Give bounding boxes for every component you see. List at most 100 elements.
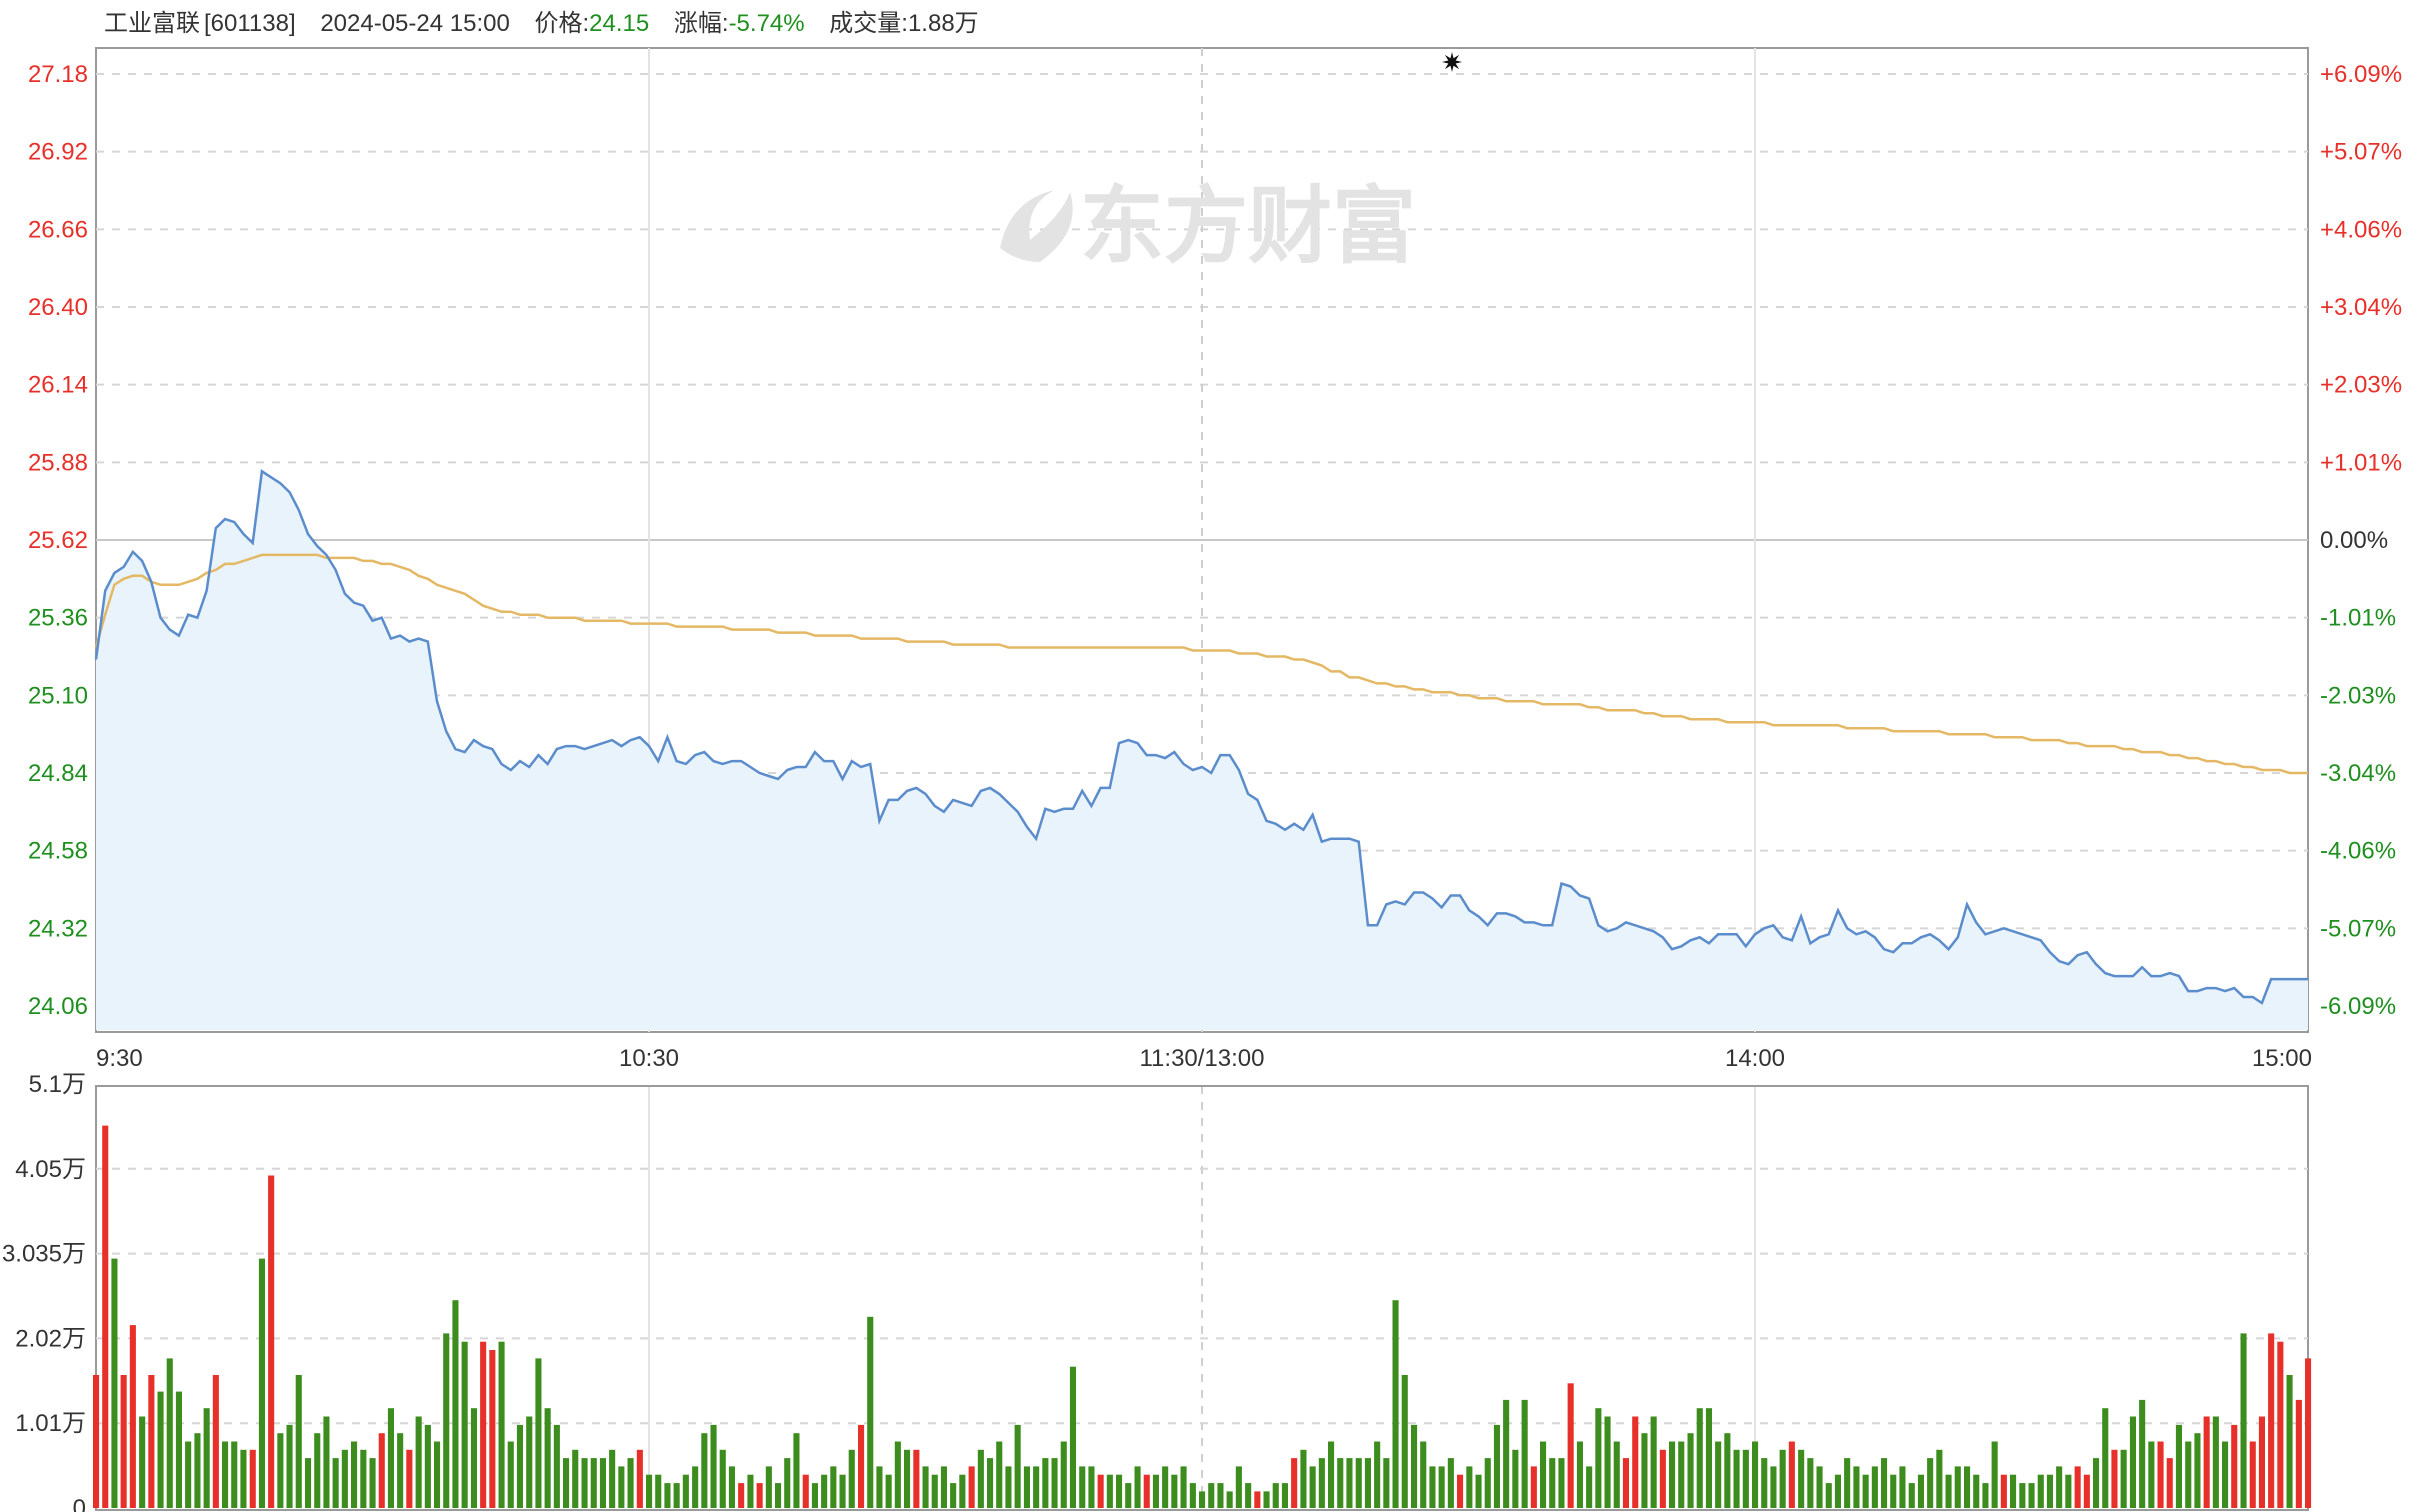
price-panel: 27.18 +6.09% 26.92 +5.07% 26.66 +4.06% 26.40 +3… — [28, 47, 2402, 1072]
volume-bar — [885, 1474, 892, 1508]
price-value: 24.15 — [589, 10, 650, 37]
volume-bar — [1116, 1474, 1123, 1508]
volume-bar — [1604, 1416, 1611, 1508]
volume-bar — [996, 1441, 1003, 1508]
volume-bar — [2010, 1474, 2017, 1508]
y-tick-label-right: -5.07% — [2320, 915, 2396, 942]
volume-bar — [922, 1466, 929, 1508]
volume-bar — [655, 1474, 662, 1508]
volume-bar — [1171, 1474, 1178, 1508]
volume-bar — [830, 1466, 837, 1508]
y-tick-label-left: 26.66 — [28, 216, 88, 243]
volume-bar — [231, 1441, 238, 1508]
volume-bar — [784, 1458, 791, 1508]
volume-bar — [1180, 1466, 1187, 1508]
volume-bar — [1752, 1441, 1759, 1508]
volume-bar — [738, 1483, 745, 1508]
volume-bar — [1199, 1491, 1206, 1508]
volume-bar — [931, 1474, 938, 1508]
volume-bar — [1696, 1408, 1703, 1508]
volume-bar — [406, 1449, 413, 1508]
volume-bar — [609, 1449, 616, 1508]
volume-bar — [544, 1408, 551, 1508]
volume-bar — [590, 1458, 597, 1508]
volume-bar — [434, 1441, 441, 1508]
volume-bar — [1669, 1441, 1676, 1508]
y-tick-label-right: -2.03% — [2320, 682, 2396, 709]
volume-bar — [867, 1316, 874, 1508]
volume-bar — [1715, 1441, 1722, 1508]
volume-bar — [2305, 1358, 2312, 1508]
volume-bar — [535, 1358, 542, 1508]
volume-bar — [940, 1466, 947, 1508]
volume-bar — [1042, 1458, 1049, 1508]
volume-bar — [1429, 1466, 1436, 1508]
volume-bar — [959, 1474, 966, 1508]
volume-bar — [2083, 1474, 2090, 1508]
volume-bar — [848, 1449, 855, 1508]
volume-bar — [1005, 1466, 1012, 1508]
volume-bar — [1383, 1458, 1390, 1508]
volume-bar — [1392, 1300, 1399, 1508]
volume-bar — [1420, 1441, 1427, 1508]
volume-bar — [1346, 1458, 1353, 1508]
volume-bar — [2268, 1333, 2275, 1508]
volume-bar — [876, 1466, 883, 1508]
price-label: 价格: — [534, 10, 590, 37]
y-tick-label-right: +1.01% — [2320, 449, 2402, 476]
volume-bar — [1355, 1458, 1362, 1508]
volume-bar — [1309, 1466, 1316, 1508]
price-line — [94, 469, 2308, 1005]
volume-bar — [2000, 1474, 2007, 1508]
volume-bar — [2093, 1458, 2100, 1508]
volume-bar — [2111, 1449, 2118, 1508]
volume-bar — [2194, 1433, 2201, 1508]
volume-bar — [1447, 1458, 1454, 1508]
volume-bar — [415, 1416, 422, 1508]
volume-bar — [102, 1125, 109, 1508]
stock-name: 工业富联 — [104, 10, 200, 37]
y-tick-label-left: 24.84 — [28, 760, 88, 787]
volume-bar — [1853, 1466, 1860, 1508]
volume-bar — [1622, 1458, 1629, 1508]
volume-bar — [489, 1350, 496, 1508]
volume-bar — [1300, 1449, 1307, 1508]
volume-bar — [516, 1424, 523, 1508]
y-tick-label-right: +3.04% — [2320, 294, 2402, 321]
x-tick-label: 10:30 — [619, 1045, 679, 1072]
volume-bar — [1936, 1449, 1943, 1508]
volume-bar — [323, 1416, 330, 1508]
volume-bar — [268, 1175, 275, 1508]
volume-bar — [277, 1433, 284, 1508]
volume-bar — [1014, 1424, 1021, 1508]
volume-bar — [553, 1424, 560, 1508]
volume-bar — [1060, 1441, 1067, 1508]
y-tick-label-right: +5.07% — [2320, 139, 2402, 166]
volume-bar — [369, 1458, 376, 1508]
volume-bar — [2037, 1474, 2044, 1508]
volume-bar — [2222, 1441, 2229, 1508]
volume-bar — [968, 1466, 975, 1508]
volume-bar — [1586, 1466, 1593, 1508]
volume-bar — [1493, 1424, 1500, 1508]
volume-bar — [1143, 1474, 1150, 1508]
volume-bar — [2249, 1441, 2256, 1508]
volume-bar — [1844, 1458, 1851, 1508]
volume-bar — [1798, 1449, 1805, 1508]
volume-bar — [480, 1341, 487, 1508]
volume-bar — [1328, 1441, 1335, 1508]
volume-bar — [646, 1474, 653, 1508]
volume-bar — [166, 1358, 173, 1508]
y-tick-label-right: +2.03% — [2320, 372, 2402, 399]
x-tick-label: 15:00 — [2252, 1045, 2312, 1072]
volume-bar — [775, 1483, 782, 1508]
volume-bar — [2102, 1408, 2109, 1508]
volume-bar — [572, 1449, 579, 1508]
volume-bar — [1724, 1433, 1731, 1508]
volume-bar — [1650, 1416, 1657, 1508]
volume-bar — [1807, 1458, 1814, 1508]
volume-bar — [1503, 1399, 1510, 1508]
volume-bar — [765, 1466, 772, 1508]
x-tick-label: 9:30 — [96, 1045, 143, 1072]
